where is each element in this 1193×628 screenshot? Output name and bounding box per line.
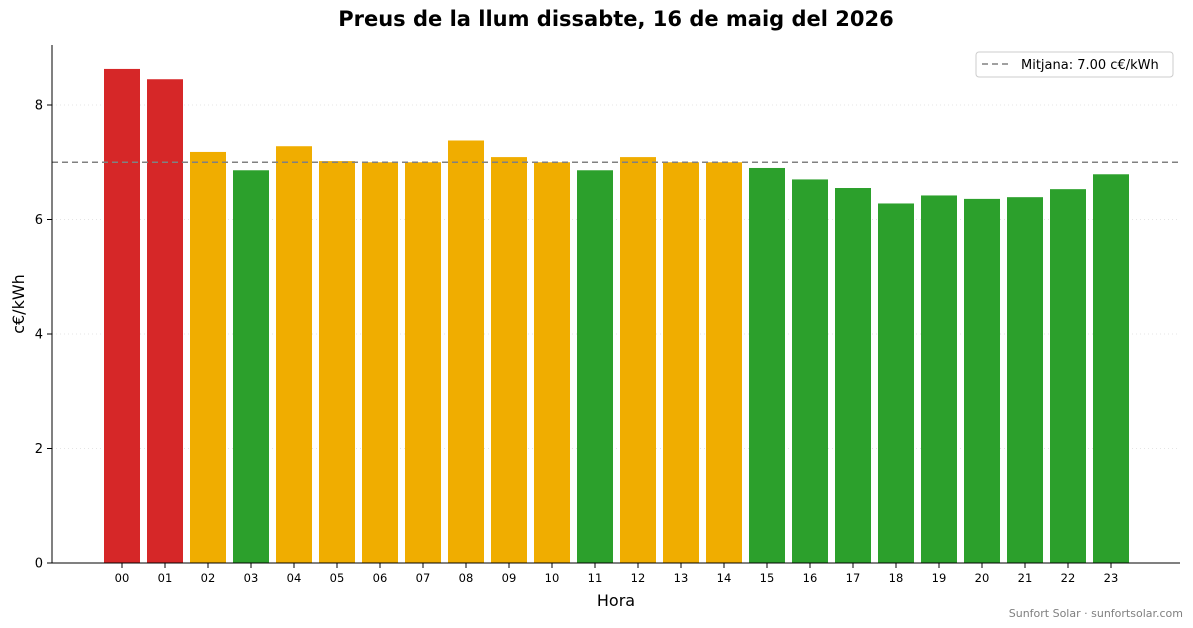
x-tick-label: 17 — [846, 571, 861, 585]
bar-hour-16 — [792, 179, 828, 564]
bar-hour-12 — [620, 157, 656, 563]
bar-hour-13 — [663, 162, 699, 563]
x-tick-label: 19 — [932, 571, 947, 585]
legend-box — [975, 51, 1174, 78]
bar-hour-01 — [147, 79, 183, 564]
x-tick-label: 02 — [201, 571, 216, 585]
legend: Mitjana: 7.00 c€/kWh — [975, 51, 1174, 78]
y-tick-label: 6 — [35, 213, 43, 228]
x-tick-label: 14 — [717, 571, 732, 585]
y-tick-label: 0 — [35, 557, 43, 572]
x-tick-label: 09 — [502, 571, 517, 585]
bar-hour-07 — [405, 162, 441, 563]
x-tick-label: 20 — [975, 571, 990, 585]
legend-mean-label: Mitjana: 7.00 c€/kWh — [1021, 58, 1159, 73]
bar-hour-10 — [534, 162, 570, 563]
bar-hour-04 — [276, 146, 312, 563]
x-tick-label: 01 — [158, 571, 173, 585]
x-tick-label: 03 — [244, 571, 259, 585]
bar-hour-06 — [362, 162, 398, 563]
bar-hour-14 — [706, 162, 742, 563]
bar-hour-02 — [190, 151, 226, 563]
bar-hour-23 — [1093, 174, 1129, 563]
x-tick-label: 18 — [889, 571, 904, 585]
bar-hour-20 — [964, 198, 1000, 563]
x-tick-label: 07 — [416, 571, 431, 585]
y-tick-label: 4 — [35, 328, 43, 343]
x-tick-label: 16 — [803, 571, 818, 585]
bar-hour-19 — [921, 195, 957, 563]
x-tick-label: 00 — [115, 571, 130, 585]
bar-hour-03 — [233, 170, 269, 563]
x-tick-label: 08 — [459, 571, 474, 585]
x-ticks: 00 01 02 03 04 05 06 07 08 09 10 11 12 13 14 15 16 17 18 19… — [115, 563, 1119, 585]
bars — [104, 68, 1129, 564]
x-axis-label: Hora — [597, 591, 635, 610]
x-tick-label: 06 — [373, 571, 388, 585]
bar-hour-17 — [835, 188, 871, 563]
bar-hour-00 — [104, 68, 140, 564]
y-tick-label: 2 — [35, 442, 43, 457]
bar-hour-18 — [878, 203, 914, 563]
credit-text: Sunfort Solar · sunfortsolar.com — [1009, 607, 1183, 620]
bar-hour-21 — [1007, 197, 1043, 564]
x-tick-label: 21 — [1018, 571, 1033, 585]
y-ticks: 0 2 4 6 8 — [35, 99, 52, 572]
x-tick-label: 13 — [674, 571, 689, 585]
y-tick-label: 8 — [35, 99, 43, 114]
bar-hour-22 — [1050, 189, 1086, 563]
x-tick-label: 11 — [588, 571, 603, 585]
bar-hour-11 — [577, 170, 613, 563]
x-tick-label: 12 — [631, 571, 646, 585]
chart-title: Preus de la llum dissabte, 16 de maig de… — [338, 7, 894, 31]
bar-hour-15 — [749, 167, 785, 563]
x-tick-label: 22 — [1061, 571, 1076, 585]
x-tick-label: 23 — [1104, 571, 1119, 585]
x-tick-label: 10 — [545, 571, 560, 585]
x-tick-label: 05 — [330, 571, 345, 585]
y-axis-label: c€/kWh — [9, 274, 28, 334]
x-tick-label: 15 — [760, 571, 775, 585]
x-tick-label: 04 — [287, 571, 302, 585]
bar-hour-08 — [448, 140, 484, 563]
bar-hour-09 — [491, 157, 527, 563]
bar-hour-05 — [319, 161, 355, 564]
